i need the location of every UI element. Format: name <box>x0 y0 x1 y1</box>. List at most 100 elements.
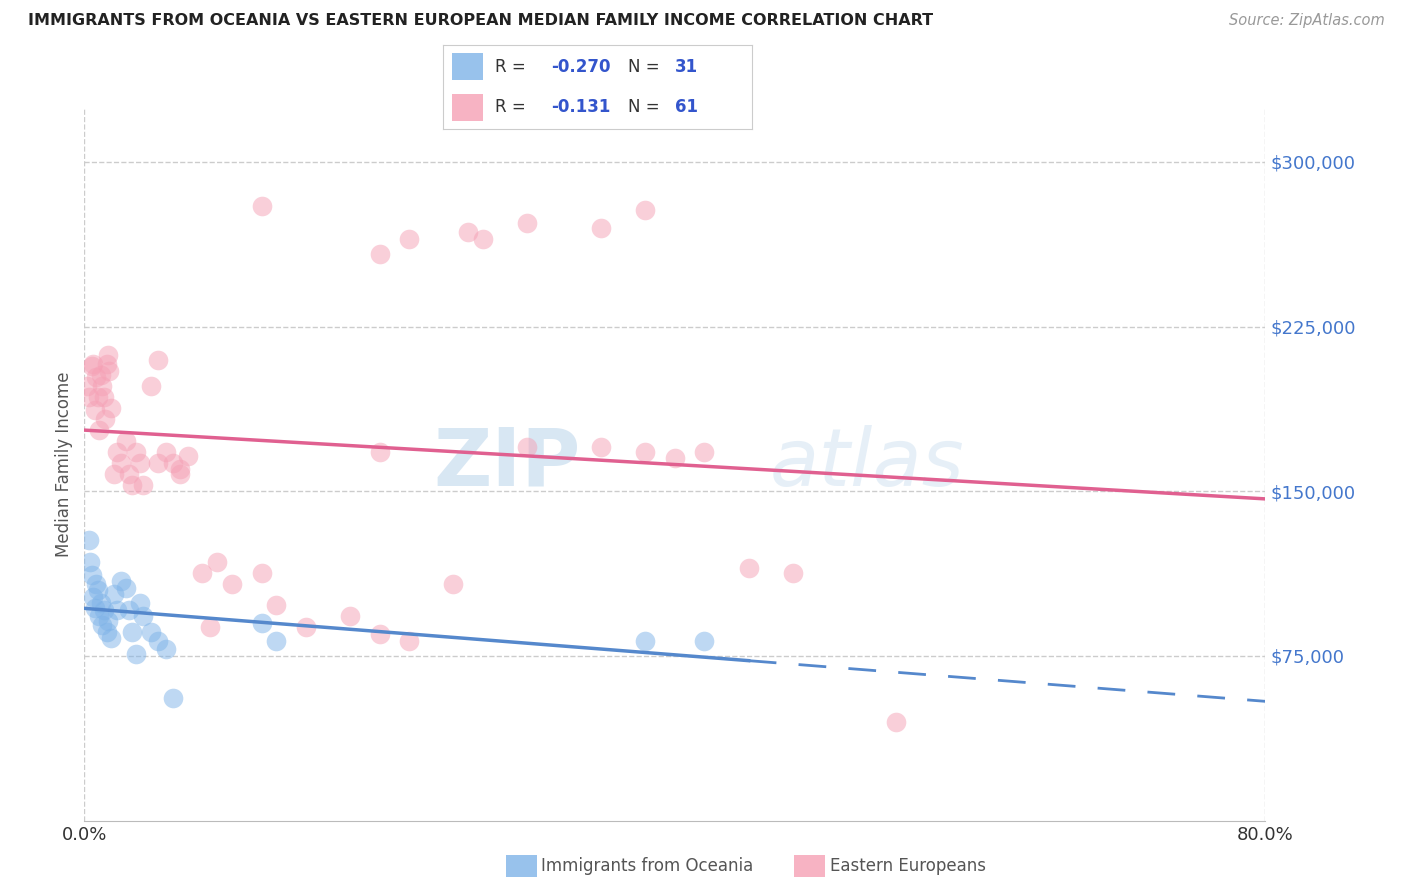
Point <box>82 590 104 604</box>
Point <box>155 444 177 458</box>
Point <box>121 477 143 491</box>
Point <box>129 596 152 610</box>
Point <box>368 444 391 458</box>
Point <box>90 596 112 610</box>
Point <box>86 583 108 598</box>
Point <box>221 576 243 591</box>
Point <box>443 576 465 591</box>
Point <box>516 216 538 230</box>
Text: N =: N = <box>628 58 665 76</box>
Bar <box>453 54 484 80</box>
Text: atlas: atlas <box>769 425 965 503</box>
Point <box>738 561 761 575</box>
Point <box>91 618 114 632</box>
Point <box>693 444 716 458</box>
Point <box>82 357 104 371</box>
Point <box>105 603 128 617</box>
Point <box>84 370 107 384</box>
Point <box>250 566 273 580</box>
Point <box>91 379 114 393</box>
Point <box>250 615 273 630</box>
Point <box>125 444 148 458</box>
Point <box>132 609 155 624</box>
Point <box>121 624 143 639</box>
Point <box>266 633 288 648</box>
Point <box>100 401 122 415</box>
Point <box>94 412 117 426</box>
Point <box>110 456 132 470</box>
Point <box>93 603 115 617</box>
Point <box>664 451 686 466</box>
Point <box>83 600 105 615</box>
Point <box>84 576 107 591</box>
Point <box>129 456 152 470</box>
Point <box>368 627 391 641</box>
Point <box>118 467 141 481</box>
Text: Immigrants from Oceania: Immigrants from Oceania <box>541 857 754 875</box>
Point <box>87 609 111 624</box>
Y-axis label: Median Family Income: Median Family Income <box>55 371 73 557</box>
Text: IMMIGRANTS FROM OCEANIA VS EASTERN EUROPEAN MEDIAN FAMILY INCOME CORRELATION CHA: IMMIGRANTS FROM OCEANIA VS EASTERN EUROP… <box>28 13 934 29</box>
Point <box>86 390 108 404</box>
Point <box>693 633 716 648</box>
Point <box>83 403 105 417</box>
Point <box>398 232 420 246</box>
Point <box>148 456 170 470</box>
Point <box>80 567 103 582</box>
Point <box>100 632 122 646</box>
Point <box>169 467 191 481</box>
Point <box>472 232 495 246</box>
Point <box>110 574 132 589</box>
Point <box>114 581 136 595</box>
Point <box>191 566 214 580</box>
Point <box>114 434 136 448</box>
Text: N =: N = <box>628 98 665 116</box>
Point <box>266 599 288 613</box>
Point <box>139 379 162 393</box>
Point <box>398 633 420 648</box>
Point <box>250 199 273 213</box>
Point <box>76 379 98 393</box>
Point <box>457 225 479 239</box>
Point <box>139 624 162 639</box>
Text: Source: ZipAtlas.com: Source: ZipAtlas.com <box>1229 13 1385 29</box>
Text: -0.131: -0.131 <box>551 98 610 116</box>
Text: R =: R = <box>495 58 531 76</box>
Point <box>295 620 318 634</box>
Text: ZIP: ZIP <box>433 425 581 503</box>
Point <box>886 714 908 729</box>
Point <box>177 449 200 463</box>
Point <box>634 444 657 458</box>
Point <box>125 647 148 661</box>
Text: -0.270: -0.270 <box>551 58 610 76</box>
Point <box>105 444 128 458</box>
Point <box>77 390 100 404</box>
Point <box>87 423 111 437</box>
Point <box>155 642 177 657</box>
Text: R =: R = <box>495 98 531 116</box>
Text: 61: 61 <box>675 98 697 116</box>
Point <box>148 352 170 367</box>
Point <box>634 203 657 218</box>
Point <box>77 533 100 547</box>
Point <box>516 441 538 455</box>
Point <box>591 441 613 455</box>
Point <box>98 363 121 377</box>
Text: Eastern Europeans: Eastern Europeans <box>830 857 986 875</box>
Point <box>118 603 141 617</box>
Point <box>132 477 155 491</box>
Point <box>782 566 804 580</box>
Bar <box>453 94 484 120</box>
Point <box>96 624 118 639</box>
Point <box>96 357 118 371</box>
Point <box>148 633 170 648</box>
Point <box>103 467 125 481</box>
Point <box>97 614 120 628</box>
Point <box>198 620 221 634</box>
Point <box>207 555 229 569</box>
Point <box>634 633 657 648</box>
Point <box>368 247 391 261</box>
Point <box>103 587 125 601</box>
Text: 31: 31 <box>675 58 697 76</box>
Point <box>591 220 613 235</box>
